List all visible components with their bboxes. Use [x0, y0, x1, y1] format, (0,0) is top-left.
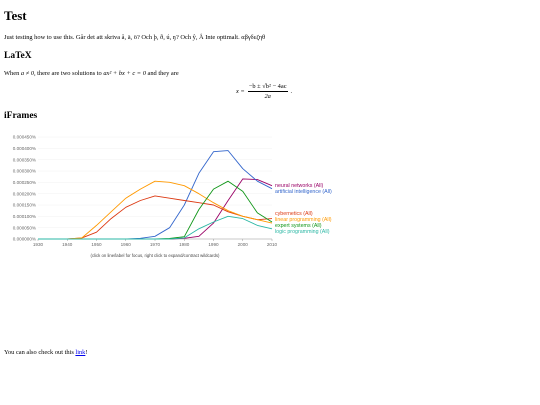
y-tick-label: 0.000150% — [13, 203, 36, 208]
equation-lhs: x = — [236, 88, 245, 96]
x-tick-label: 1960 — [121, 242, 132, 247]
series-line-5[interactable] — [38, 215, 273, 240]
y-tick-label: 0.000400% — [13, 146, 36, 151]
outro-text-after: ! — [85, 349, 88, 356]
chart-caption: (click on line/label for focus, right cl… — [91, 253, 221, 258]
x-tick-label: 1980 — [179, 242, 190, 247]
latex-heading: LaTeX — [4, 51, 32, 61]
x-tick-label: 1950 — [91, 242, 102, 247]
equation-denominator: 2a — [264, 93, 271, 101]
outro-paragraph: You can also check out this link! — [4, 349, 88, 356]
y-tick-label: 0.000000% — [13, 237, 36, 242]
series-line-4[interactable] — [38, 180, 273, 240]
legend-label[interactable]: logic programming (All) — [275, 229, 330, 235]
y-tick-label: 0.000050% — [13, 225, 36, 230]
latex-inline-equation: ax² + bx + c = 0 — [103, 70, 146, 77]
series-line-0[interactable] — [38, 178, 273, 240]
legend-label[interactable]: expert systems (All) — [275, 223, 322, 229]
y-tick-label: 0.000300% — [13, 169, 36, 174]
series-line-1[interactable] — [38, 150, 273, 240]
y-tick-label: 0.000200% — [13, 191, 36, 196]
equation-trailing: . — [290, 88, 293, 96]
y-tick-label: 0.000100% — [13, 214, 36, 219]
intro-paragraph: Just testing how to use this. Går det at… — [4, 34, 266, 41]
latex-text-before: When — [4, 70, 21, 77]
display-equation: x = −b ± √b² − 4ac 2a . — [236, 83, 292, 101]
latex-text-middle: , there are two solutions to — [33, 70, 104, 77]
equation-numerator: −b ± √b² − 4ac — [247, 83, 288, 93]
y-tick-label: 0.000250% — [13, 180, 36, 185]
x-tick-label: 1930 — [33, 242, 44, 247]
x-tick-label: 2010 — [267, 242, 278, 247]
legend-label[interactable]: linear programming (All) — [275, 217, 332, 223]
outro-text: You can also check out this — [4, 349, 76, 356]
legend-label[interactable]: neural networks (All) — [275, 183, 324, 189]
equation-fraction: −b ± √b² − 4ac 2a — [247, 83, 288, 101]
y-tick-label: 0.000350% — [13, 157, 36, 162]
latex-paragraph: When a ≠ 0, there are two solutions to a… — [4, 70, 179, 77]
latex-condition: a ≠ 0 — [20, 70, 34, 77]
series-line-3[interactable] — [38, 180, 273, 240]
x-tick-label: 1990 — [208, 242, 219, 247]
iframes-heading: iFrames — [4, 111, 38, 121]
y-tick-label: 0.000450% — [13, 135, 36, 140]
x-tick-label: 2000 — [238, 242, 249, 247]
ngram-iframe[interactable]: 0.000000% 0.000050% 0.000100% 0.000150% 0.00… — [0, 127, 360, 263]
legend-label[interactable]: cybernetics (All) — [275, 211, 313, 217]
x-tick-label: 1970 — [150, 242, 161, 247]
legend-label[interactable]: artificial intelligence (All) — [275, 189, 332, 195]
page-title: Test — [4, 8, 27, 23]
latex-text-after: and they are — [145, 70, 179, 77]
ngram-chart[interactable]: 0.000000% 0.000050% 0.000100% 0.000150% 0.00… — [0, 127, 360, 263]
outro-link[interactable]: link — [75, 349, 86, 356]
x-tick-label: 1940 — [62, 242, 73, 247]
